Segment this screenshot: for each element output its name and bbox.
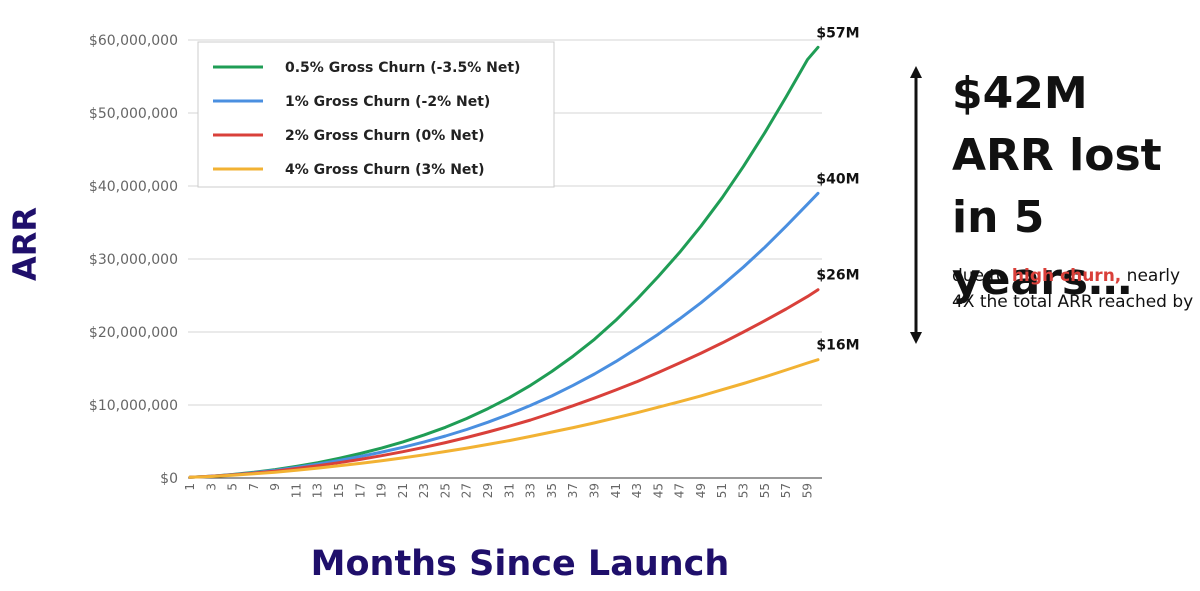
series-line [188, 358, 820, 479]
x-tick-label: 13 [311, 483, 325, 498]
callout-sub-suffix: nearly 4X the total ARR reached by [952, 266, 1194, 312]
x-tick-label: 45 [651, 483, 665, 498]
x-tick-label: 57 [779, 483, 793, 498]
x-tick-label: 5 [226, 483, 240, 491]
y-axis-ticks: $0 $10,000,000 $20,000,000 $30,000,000 $40,0… [89, 33, 178, 487]
x-tick-label: 33 [524, 483, 538, 498]
x-tick-label: 21 [396, 483, 410, 498]
series-lines [188, 45, 820, 479]
legend: 0.5% Gross Churn (-3.5% Net) 1% Gross Chu… [197, 41, 555, 188]
callout-sub-prefix: due to [952, 266, 1012, 286]
x-tick-label: 37 [566, 483, 580, 498]
x-tick-label: 17 [353, 483, 367, 498]
x-tick-label: 25 [438, 483, 452, 498]
y-tick-label: $50,000,000 [89, 106, 178, 122]
x-tick-label: 55 [758, 483, 772, 498]
x-tick-label: 19 [375, 483, 389, 498]
x-axis-ticks: 1 3 5 7 9 11 13 15 17 19 21 23 25 27 29 31 33 35 37 39 41 43 4… [183, 483, 814, 498]
callout-headline: $42M ARR lost in 5 years… [952, 68, 1162, 305]
series-end-label: $16M [816, 338, 859, 354]
legend-entry: 0.5% Gross Churn (-3.5% Net) [285, 60, 520, 76]
x-tick-label: 31 [502, 483, 516, 498]
x-tick-label: 53 [736, 483, 750, 498]
callout-sub-highlight: high churn, [1011, 266, 1122, 286]
x-axis-title: Months Since Launch [310, 544, 730, 584]
x-tick-label: 43 [630, 483, 644, 498]
x-tick-label: 27 [460, 483, 474, 498]
callout-subtext: due to high churn, nearly 4X the total A… [952, 263, 1200, 315]
series-end-label: $57M [816, 25, 859, 41]
x-tick-label: 3 [204, 483, 218, 491]
x-tick-label: 35 [545, 483, 559, 498]
x-tick-label: 9 [268, 483, 282, 491]
x-tick-label: 7 [247, 483, 261, 491]
legend-entry: 1% Gross Churn (-2% Net) [285, 94, 490, 110]
x-tick-label: 47 [673, 483, 687, 498]
series-end-label: $26M [816, 268, 859, 284]
series-line [188, 191, 820, 479]
y-tick-label: $40,000,000 [89, 179, 178, 195]
x-tick-label: 49 [694, 483, 708, 498]
x-tick-label: 29 [481, 483, 495, 498]
y-axis-title: ARR [6, 207, 44, 281]
y-tick-label: $10,000,000 [89, 398, 178, 414]
x-tick-label: 41 [609, 483, 623, 498]
y-tick-label: $0 [160, 471, 178, 487]
x-tick-label: 39 [587, 483, 601, 498]
x-tick-label: 11 [289, 483, 303, 498]
x-tick-label: 59 [800, 483, 814, 498]
y-tick-label: $60,000,000 [89, 33, 178, 49]
y-tick-label: $30,000,000 [89, 252, 178, 268]
legend-entry: 2% Gross Churn (0% Net) [285, 128, 485, 144]
x-tick-label: 51 [715, 483, 729, 498]
legend-entry: 4% Gross Churn (3% Net) [285, 162, 485, 178]
series-line [188, 288, 820, 479]
series-end-label: $40M [816, 171, 859, 187]
x-tick-label: 15 [332, 483, 346, 498]
y-tick-label: $20,000,000 [89, 325, 178, 341]
x-tick-label: 1 [183, 483, 197, 491]
end-labels: $57M $40M $26M $16M [816, 25, 859, 353]
x-tick-label: 23 [417, 483, 431, 498]
